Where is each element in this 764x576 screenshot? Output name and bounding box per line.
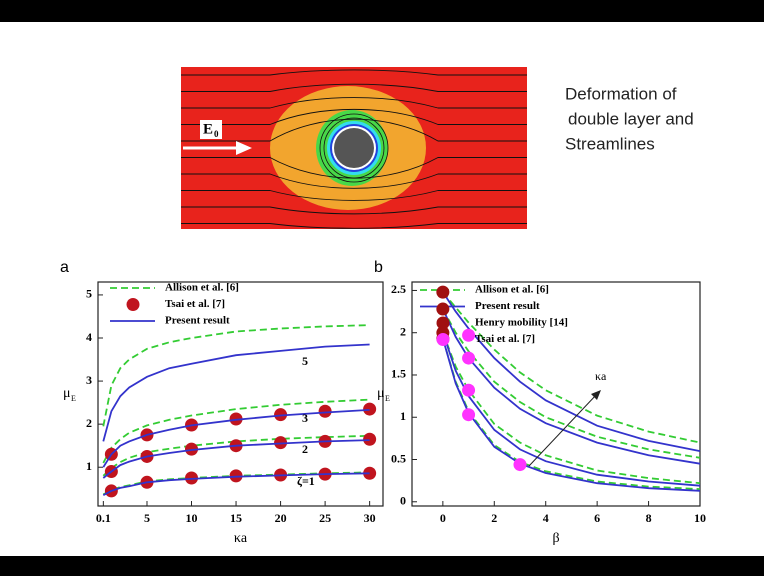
field-label: E: [203, 121, 213, 137]
streamline: [181, 173, 527, 189]
curve-label: 3: [302, 411, 308, 425]
y-tick-label: 2: [400, 324, 406, 338]
x-tick-label: 2: [491, 511, 497, 525]
curve: [442, 308, 701, 459]
x-tick-label: 5: [144, 511, 150, 525]
curve: [102, 398, 370, 464]
field-label-box: [200, 120, 222, 139]
x-tick-label: 0.1: [96, 511, 111, 525]
marker: [436, 302, 450, 316]
marker: [462, 328, 476, 342]
legend-label: Allison et al. [6]: [475, 284, 549, 296]
streamline: [319, 113, 389, 183]
curve: [442, 332, 701, 487]
marker: [363, 432, 377, 446]
curve: [102, 409, 370, 468]
streamline: [181, 223, 527, 229]
streamline: [181, 206, 527, 215]
curve: [102, 324, 370, 427]
y-tick-label: 2.5: [391, 282, 406, 296]
legend-label: Henry mobility [14]: [475, 317, 568, 329]
streamline: [181, 83, 527, 92]
x-tick-label: 8: [646, 511, 652, 525]
y-tick-label: 3: [86, 373, 92, 387]
streamline: [323, 117, 385, 179]
y-tick-label: 4: [86, 330, 92, 344]
x-tick-label: 20: [275, 511, 287, 525]
curve: [442, 291, 701, 452]
marker: [363, 466, 377, 480]
y-axis-label-subscript: E: [71, 394, 76, 403]
legend-label: Present result: [165, 315, 230, 327]
legend-marker: [436, 333, 450, 346]
x-axis-label: κa: [234, 531, 248, 546]
marker: [513, 458, 527, 472]
streamline: [181, 69, 527, 76]
y-tick-label: 5: [86, 287, 92, 301]
x-tick-label: 6: [594, 511, 600, 525]
legend-marker: [436, 316, 450, 330]
y-tick-label: 1: [86, 459, 92, 473]
curve: [102, 343, 370, 442]
marker: [462, 408, 476, 422]
legend-label: Present result: [475, 300, 540, 312]
curve: [442, 308, 701, 465]
y-tick-label: 0.5: [391, 451, 406, 465]
marker: [318, 404, 332, 418]
streamline: [181, 118, 527, 142]
x-tick-label: 15: [230, 511, 242, 525]
legend-marker: [126, 298, 140, 311]
y-tick-label: 0: [400, 494, 406, 508]
marker: [436, 285, 450, 299]
curve: [102, 439, 370, 479]
field-label-subscript: 0: [214, 129, 219, 139]
panel-label: a: [60, 259, 69, 276]
panel-label: b: [374, 259, 383, 276]
caption-line: double layer and: [568, 109, 694, 128]
x-axis-label: β: [552, 531, 559, 546]
x-tick-label: 25: [319, 511, 331, 525]
streamline: [181, 97, 527, 109]
x-tick-label: 30: [364, 511, 376, 525]
x-tick-label: 10: [186, 511, 198, 525]
curve-label: ζ=1: [297, 474, 315, 488]
x-tick-label: 4: [543, 511, 549, 525]
curve: [102, 472, 370, 496]
y-tick-label: 1.5: [391, 367, 406, 381]
annotation-label: κa: [595, 369, 607, 383]
curve: [442, 332, 701, 485]
plot-frame: [97, 281, 384, 507]
marker: [363, 402, 377, 416]
y-tick-label: 2: [86, 416, 92, 430]
legend-label: Tsai et al. [7]: [165, 298, 225, 310]
legend-label: Allison et al. [6]: [165, 282, 239, 294]
curve: [102, 434, 370, 477]
y-axis-label: μ: [377, 386, 385, 401]
annotation-arrow: [528, 393, 598, 467]
streamline: [181, 108, 527, 125]
streamline: [181, 190, 527, 201]
annotation-arrow-head: [591, 390, 601, 400]
particle: [334, 128, 374, 168]
y-axis-label: μ: [63, 386, 71, 401]
curve-label: 5: [302, 354, 308, 368]
y-axis-label-subscript: E: [385, 394, 390, 403]
curve-label: 2: [302, 442, 308, 456]
caption-line: Deformation of: [565, 84, 677, 103]
legend-label: Tsai et al. [7]: [475, 333, 535, 345]
caption-line: Streamlines: [565, 134, 655, 153]
x-tick-label: 10: [694, 511, 706, 525]
field-arrow-head: [236, 141, 252, 155]
x-tick-label: 0: [440, 511, 446, 525]
marker: [462, 383, 476, 397]
curve: [442, 291, 701, 444]
marker: [462, 351, 476, 365]
y-tick-label: 1: [400, 409, 406, 423]
